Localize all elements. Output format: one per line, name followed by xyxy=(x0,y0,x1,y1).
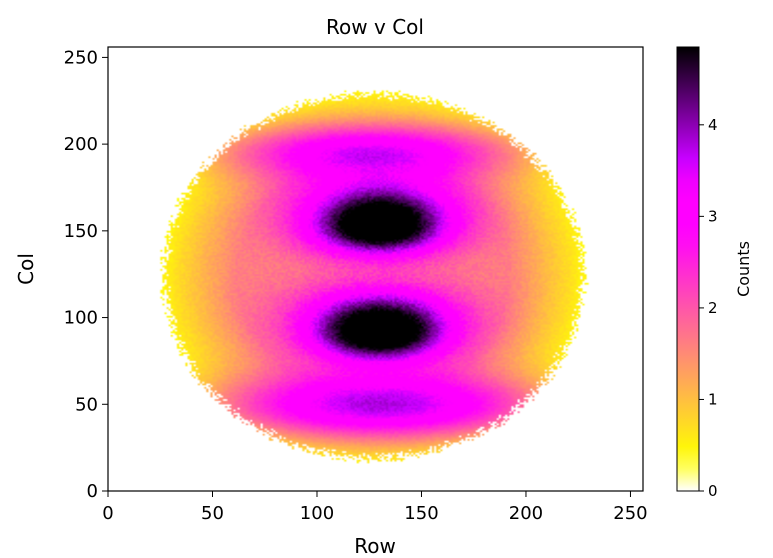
x-tick-label: 200 xyxy=(509,503,543,524)
x-tick-label: 0 xyxy=(102,503,113,524)
colorbar-label: Counts xyxy=(734,241,753,297)
colorbar-tick-label: 3 xyxy=(708,207,718,225)
chart-title: Row v Col xyxy=(326,15,424,39)
y-axis-ticks: 0 50 100 150 200 250 xyxy=(64,47,108,502)
colorbar-frame xyxy=(676,46,700,492)
colorbar-gradient xyxy=(677,47,699,491)
y-tick-label: 200 xyxy=(64,134,98,155)
x-tick-label: 150 xyxy=(404,503,438,524)
y-tick-label: 250 xyxy=(64,47,98,68)
y-tick-label: 150 xyxy=(64,221,98,242)
colorbar: 0 1 2 3 4 Counts xyxy=(676,46,753,500)
x-tick-label: 100 xyxy=(300,503,334,524)
y-tick-label: 0 xyxy=(87,481,98,502)
x-axis-label: Row xyxy=(354,534,396,554)
x-tick-label: 50 xyxy=(201,503,224,524)
x-axis-ticks: 0 50 100 150 200 250 xyxy=(102,491,648,524)
plot-frame xyxy=(107,46,644,492)
colorbar-ticks: 0 1 2 3 4 xyxy=(699,116,718,500)
colorbar-tick-label: 4 xyxy=(708,116,718,134)
y-tick-label: 100 xyxy=(64,308,98,329)
colorbar-tick-label: 2 xyxy=(708,299,718,317)
y-axis-label: Col xyxy=(14,253,38,285)
heatmap-image xyxy=(108,47,643,491)
x-tick-label: 250 xyxy=(613,503,647,524)
plot-area xyxy=(107,46,644,492)
colorbar-tick-label: 1 xyxy=(708,390,718,408)
y-tick-label: 50 xyxy=(75,394,98,415)
colorbar-tick-label: 0 xyxy=(708,482,718,500)
